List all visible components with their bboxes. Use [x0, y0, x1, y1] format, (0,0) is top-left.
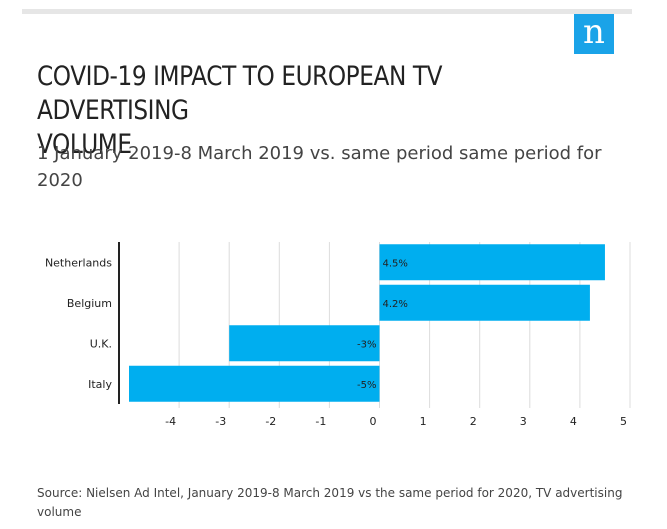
- nielsen-logo: n: [574, 14, 614, 54]
- source-note: Source: Nielsen Ad Intel, January 2019-8…: [37, 486, 623, 519]
- chart-title-line-1: COVID-19 IMPACT TO EUROPEAN TV ADVERTISI…: [37, 61, 443, 127]
- category-label: Netherlands: [45, 256, 112, 269]
- chart-title: COVID-19 IMPACT TO EUROPEAN TV ADVERTISI…: [37, 60, 484, 162]
- tick-label: 4: [570, 415, 577, 428]
- bar-1: [379, 284, 590, 321]
- chart-subtitle: 1 January 2019-8 March 2019 vs. same per…: [37, 143, 602, 191]
- tick-label: 5: [620, 415, 627, 428]
- data-label: 4.2%: [383, 299, 408, 310]
- data-label: -3%: [357, 339, 376, 350]
- tick-label: 0: [370, 415, 377, 428]
- bar-2: [229, 325, 380, 362]
- tick-label: -3: [215, 415, 226, 428]
- tick-label: -1: [315, 415, 326, 428]
- category-label: Italy: [88, 378, 112, 391]
- data-label: -5%: [357, 380, 376, 391]
- category-label: Belgium: [67, 297, 112, 310]
- category-label: U.K.: [90, 337, 112, 350]
- tick-label: 3: [520, 415, 527, 428]
- bar-0: [379, 244, 605, 281]
- tick-label: -2: [265, 415, 276, 428]
- data-label: 4.5%: [383, 258, 408, 269]
- tick-label: 2: [470, 415, 477, 428]
- tick-label: -4: [165, 415, 176, 428]
- tick-label: 1: [420, 415, 427, 428]
- chart-title-line-2: VOLUME: [37, 129, 132, 161]
- top-divider: [22, 9, 632, 14]
- bar-3: [129, 365, 380, 402]
